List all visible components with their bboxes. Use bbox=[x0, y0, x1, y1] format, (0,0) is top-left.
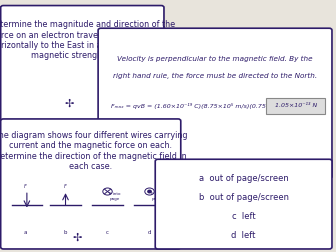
Text: right hand rule, the force must be directed to the North.: right hand rule, the force must be direc… bbox=[113, 73, 317, 79]
Text: page: page bbox=[109, 197, 120, 201]
Text: ✢: ✢ bbox=[64, 98, 74, 108]
Text: F: F bbox=[64, 184, 67, 189]
Text: F: F bbox=[24, 184, 26, 189]
Text: c: c bbox=[106, 230, 109, 235]
Text: d: d bbox=[148, 230, 151, 235]
FancyBboxPatch shape bbox=[1, 6, 164, 120]
Text: ✢: ✢ bbox=[73, 233, 82, 243]
Text: c  left: c left bbox=[232, 212, 255, 221]
FancyBboxPatch shape bbox=[1, 119, 181, 249]
FancyBboxPatch shape bbox=[155, 159, 332, 249]
Text: Determine the magnitude and direction of the
force on an electron travelling 8.7: Determine the magnitude and direction of… bbox=[0, 20, 175, 60]
Text: a  out of page/screen: a out of page/screen bbox=[199, 174, 289, 183]
FancyBboxPatch shape bbox=[98, 28, 332, 178]
Circle shape bbox=[148, 190, 151, 193]
Text: d  left: d left bbox=[232, 231, 256, 240]
Text: Velocity is perpendicular to the magnetic field. By the: Velocity is perpendicular to the magneti… bbox=[117, 55, 313, 61]
FancyBboxPatch shape bbox=[266, 98, 325, 114]
Text: a: a bbox=[24, 230, 27, 235]
Text: Fₘₐₓ = qvB = (1.60×10⁻¹⁹ C)(8.75×10⁵ m/s)(0.75 T) =: Fₘₐₓ = qvB = (1.60×10⁻¹⁹ C)(8.75×10⁵ m/s… bbox=[111, 103, 281, 109]
Text: b  out of page/screen: b out of page/screen bbox=[199, 193, 289, 202]
Text: b: b bbox=[64, 230, 67, 235]
Text: page: page bbox=[151, 197, 162, 201]
Text: F out of: F out of bbox=[151, 192, 167, 196]
Text: F into: F into bbox=[109, 192, 121, 196]
Text: 1.05×10⁻¹³ N: 1.05×10⁻¹³ N bbox=[275, 104, 317, 108]
Text: ☞: ☞ bbox=[123, 156, 132, 166]
Text: The diagram shows four different wires carrying
current and the magnetic force o: The diagram shows four different wires c… bbox=[0, 131, 187, 171]
